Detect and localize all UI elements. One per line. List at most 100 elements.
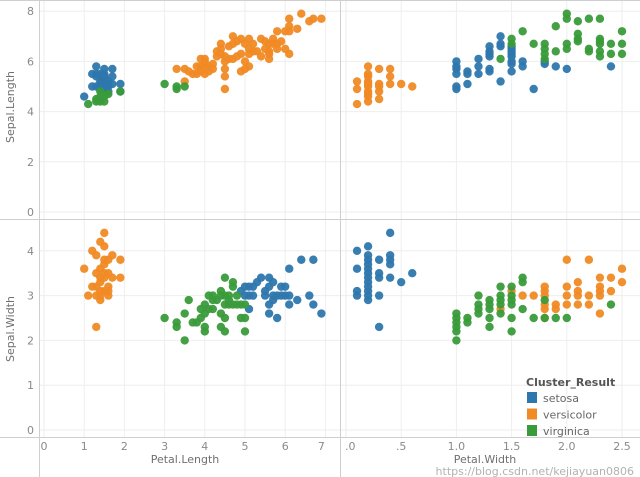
point-virginica	[518, 304, 527, 314]
x-tick-label: 7	[318, 440, 325, 453]
legend-label-virginica: virginica	[543, 425, 590, 438]
point-virginica	[551, 22, 560, 31]
point-virginica	[104, 89, 113, 99]
point-virginica	[606, 39, 616, 49]
point-versicolor	[374, 64, 384, 74]
x-tick-label: 6	[282, 440, 289, 453]
point-versicolor	[92, 251, 101, 260]
y-tick-label: 2	[27, 334, 34, 347]
point-virginica	[485, 295, 494, 305]
point-setosa	[474, 62, 483, 71]
point-setosa	[285, 291, 294, 300]
point-setosa	[485, 64, 494, 74]
point-versicolor	[192, 62, 201, 71]
point-virginica	[208, 304, 218, 314]
point-versicolor	[562, 255, 571, 264]
point-virginica	[240, 300, 250, 309]
point-setosa	[374, 291, 384, 300]
point-setosa	[529, 84, 538, 94]
x-tick-label: 3	[161, 440, 168, 453]
x-tick-label: 1	[81, 440, 88, 453]
x-tick-label: .0	[345, 440, 356, 453]
point-versicolor	[100, 228, 109, 238]
point-virginica	[595, 52, 605, 61]
point-virginica	[240, 313, 250, 323]
panel-petal-width-vs-sepal-width	[352, 228, 627, 345]
point-versicolor	[309, 14, 318, 23]
point-virginica	[529, 39, 538, 49]
point-versicolor	[374, 82, 384, 91]
point-setosa	[518, 62, 527, 71]
point-virginica	[551, 313, 560, 323]
point-versicolor	[108, 273, 117, 282]
point-setosa	[363, 242, 373, 251]
point-versicolor	[276, 37, 286, 46]
point-virginica	[116, 87, 125, 96]
point-versicolor	[220, 64, 230, 74]
point-setosa	[485, 42, 494, 51]
point-versicolor	[317, 14, 326, 23]
point-virginica	[180, 82, 189, 91]
point-versicolor	[385, 72, 395, 81]
point-setosa	[385, 251, 395, 260]
point-virginica	[507, 282, 516, 291]
point-virginica	[507, 313, 516, 323]
point-virginica	[584, 14, 594, 23]
point-setosa	[562, 64, 571, 74]
point-virginica	[595, 14, 605, 23]
x-tick-label: 1.0	[448, 440, 466, 453]
point-virginica	[540, 54, 549, 64]
point-setosa	[305, 291, 314, 300]
point-versicolor	[264, 47, 274, 56]
point-virginica	[463, 313, 472, 323]
point-virginica	[540, 39, 549, 49]
point-virginica	[540, 295, 549, 305]
x-axis-title-petal-length: Petal.Length	[151, 453, 220, 466]
point-setosa	[264, 309, 274, 318]
point-virginica	[496, 291, 505, 300]
point-virginica	[617, 27, 627, 36]
point-virginica	[617, 39, 627, 49]
point-versicolor	[374, 94, 384, 104]
point-virginica	[496, 309, 505, 318]
point-versicolor	[385, 79, 395, 89]
point-versicolor	[562, 291, 571, 300]
point-virginica	[184, 295, 193, 305]
point-versicolor	[617, 277, 627, 287]
x-tick-label: 4	[201, 440, 208, 453]
x-tick-label: 2.5	[613, 440, 631, 453]
y-tick-label: 0	[27, 424, 34, 437]
point-setosa	[256, 273, 266, 282]
point-virginica	[496, 282, 505, 291]
y-tick-label: 2	[27, 156, 34, 169]
point-virginica	[507, 327, 516, 336]
point-versicolor	[200, 54, 209, 64]
y-axis-title-sepal-length: Sepal.Length	[4, 71, 17, 143]
point-setosa	[297, 255, 306, 264]
point-versicolor	[562, 282, 571, 291]
point-versicolor	[584, 255, 594, 264]
point-versicolor	[540, 282, 549, 291]
point-versicolor	[518, 291, 527, 300]
point-versicolor	[606, 286, 616, 296]
point-virginica	[562, 39, 571, 49]
point-versicolor	[172, 64, 181, 74]
point-versicolor	[385, 64, 395, 74]
point-setosa	[352, 286, 362, 296]
point-setosa	[352, 246, 362, 255]
point-setosa	[88, 82, 97, 91]
point-versicolor	[363, 62, 373, 71]
point-virginica	[474, 300, 483, 309]
point-setosa	[100, 69, 109, 79]
y-tick-label: 1	[27, 379, 34, 392]
panel-petal-length-vs-sepal-length	[80, 9, 326, 109]
point-virginica	[228, 277, 238, 287]
point-versicolor	[595, 282, 605, 291]
point-setosa	[100, 77, 109, 86]
point-virginica	[220, 313, 230, 323]
point-setosa	[248, 291, 258, 300]
point-virginica	[485, 313, 494, 323]
point-virginica	[220, 327, 230, 336]
point-versicolor	[397, 79, 406, 89]
